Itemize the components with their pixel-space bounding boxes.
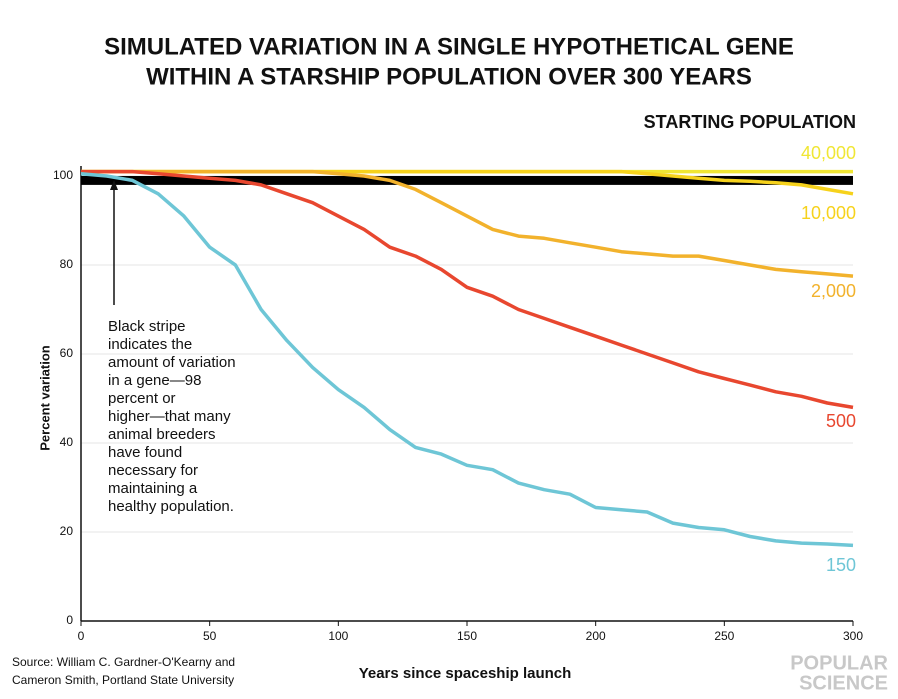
annotation: amount of variation xyxy=(108,354,236,371)
logo: POPULAR xyxy=(790,652,888,674)
band xyxy=(81,176,853,185)
y-axis-label: Percent variation xyxy=(37,345,52,451)
logo: SCIENCE xyxy=(799,672,888,694)
annotation: Black stripe xyxy=(108,318,186,335)
series-label: 10,000 xyxy=(801,203,856,223)
annotation: healthy population. xyxy=(108,498,234,515)
source: Cameron Smith, Portland State University xyxy=(12,673,234,687)
x-tick-label: 100 xyxy=(328,629,348,643)
annotation: in a gene—98 xyxy=(108,372,201,389)
series-label: 2,000 xyxy=(811,281,856,301)
x-tick-label: 250 xyxy=(714,629,734,643)
annotation: indicates the xyxy=(108,336,192,353)
y-tick-label: 40 xyxy=(60,435,74,449)
annotation: animal breeders xyxy=(108,426,216,443)
x-tick-label: 300 xyxy=(843,629,863,643)
series-line xyxy=(81,169,854,410)
source: Source: William C. Gardner-O'Kearny and xyxy=(12,655,235,669)
y-tick-label: 100 xyxy=(53,168,73,182)
x-axis-label: Years since spaceship launch xyxy=(359,665,572,682)
annotation: percent or xyxy=(108,390,176,407)
x-tick-label: 0 xyxy=(78,629,85,643)
legend-title: STARTING POPULATION xyxy=(644,112,856,132)
y-tick-label: 20 xyxy=(60,524,74,538)
annotation: higher—that many xyxy=(108,408,231,425)
y-tick-label: 60 xyxy=(60,346,74,360)
y-tick-label: 80 xyxy=(60,257,74,271)
y-tick-label: 0 xyxy=(66,613,73,627)
chart-title: SIMULATED VARIATION IN A SINGLE HYPOTHET… xyxy=(104,33,794,60)
series-label: 150 xyxy=(826,555,856,575)
series-line xyxy=(81,169,854,278)
x-tick-label: 50 xyxy=(203,629,217,643)
series-line xyxy=(80,172,854,548)
chart-title: WITHIN A STARSHIP POPULATION OVER 300 YE… xyxy=(146,63,752,90)
annotation: maintaining a xyxy=(108,480,198,497)
x-tick-label: 200 xyxy=(586,629,606,643)
x-tick-label: 150 xyxy=(457,629,477,643)
annotation: have found xyxy=(108,444,182,461)
series-label: 500 xyxy=(826,411,856,431)
annotation-arrowhead xyxy=(110,180,118,190)
annotation: necessary for xyxy=(108,462,198,479)
series-label: 40,000 xyxy=(801,143,856,163)
